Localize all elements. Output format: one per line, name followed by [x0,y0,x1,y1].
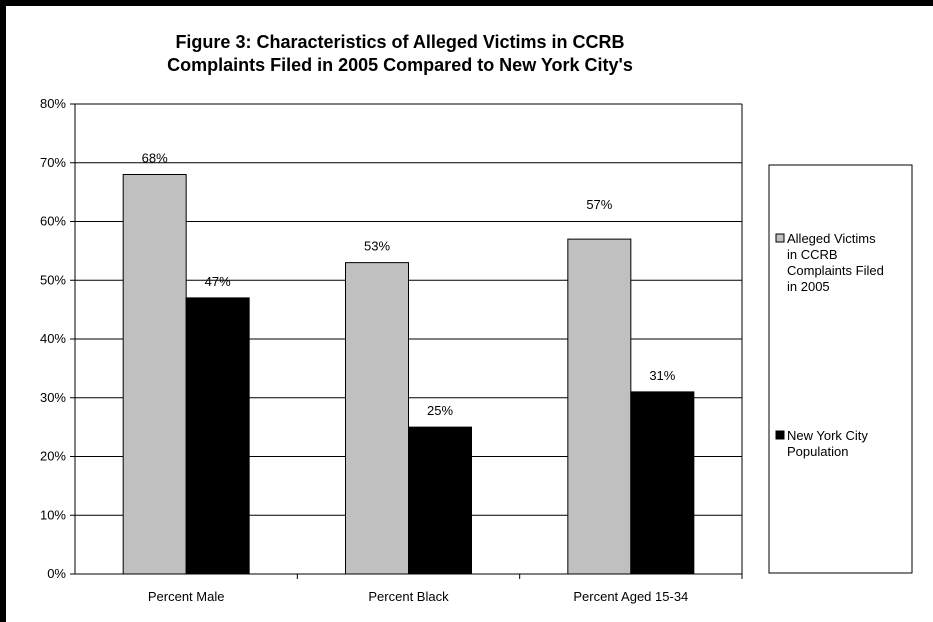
data-label: 47% [205,274,231,289]
legend-label: Alleged Victims [787,231,876,246]
data-label: 68% [142,151,168,166]
legend-label: in CCRB [787,247,838,262]
y-tick-label: 60% [40,214,66,229]
bar-ccrb-victims [567,238,632,575]
y-tick-label: 30% [40,390,66,405]
y-tick-label: 50% [40,272,66,287]
bar-nyc-population [185,297,250,575]
bar-ccrb-victims [345,262,409,575]
plot-area: 0% 10% 20% 30% 40% 50% 60% 70% 80% 68% 47% Percent … [40,96,743,604]
y-tick-label: 0% [47,566,66,581]
bar-nyc-population [630,391,695,575]
y-tick-label: 80% [40,96,66,111]
data-label: 31% [649,368,675,383]
y-tick-label: 40% [40,331,66,346]
data-label: 25% [427,403,453,418]
chart-title-line-1: Figure 3: Characteristics of Alleged Vic… [175,32,624,52]
data-label: 57% [586,197,612,212]
legend-label: Population [787,444,848,459]
y-tick-label: 10% [40,507,66,522]
chart-title-line-2: Complaints Filed in 2005 Compared to New… [167,55,633,75]
y-tick-label: 20% [40,449,66,464]
legend-swatch-nyc-population [775,430,785,440]
x-tick-label: Percent Aged 15-34 [573,589,688,604]
data-label: 53% [364,239,390,254]
x-tick-label: Percent Male [148,589,225,604]
bar-chart: Figure 3: Characteristics of Alleged Vic… [40,32,913,604]
legend-label: New York City [787,428,868,443]
bar-ccrb-victims [122,174,187,575]
legend-label: Complaints Filed [787,263,884,278]
legend-swatch-ccrb-victims [775,233,785,243]
legend-box [768,164,913,574]
bar-nyc-population [408,426,472,575]
x-tick-label: Percent Black [368,589,449,604]
legend-label: in 2005 [787,279,830,294]
y-tick-label: 70% [40,155,66,170]
